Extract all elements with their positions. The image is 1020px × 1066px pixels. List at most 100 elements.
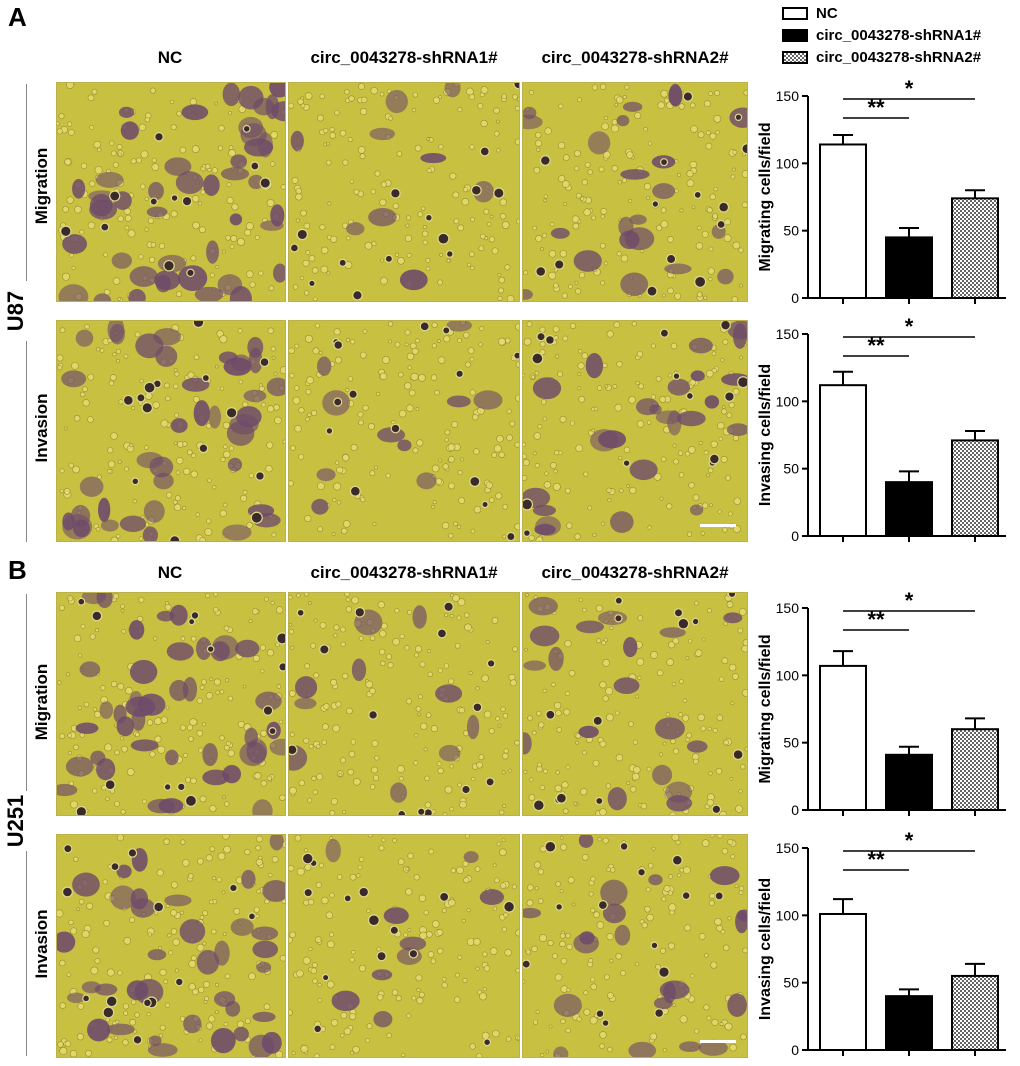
stained-cell [213,991,236,1007]
stained-cell [385,89,408,114]
background-granule [188,983,196,991]
background-granule [661,896,667,902]
background-granule [548,271,557,280]
background-granule [539,349,546,356]
membrane-pore [614,614,623,623]
background-granule [667,373,673,378]
background-granule [641,922,648,929]
background-granule [460,457,465,462]
background-granule [307,601,312,605]
background-granule [334,460,340,465]
background-granule [269,161,276,167]
membrane-pore [682,91,694,102]
background-granule [182,506,187,511]
background-granule [689,102,696,109]
background-granule [353,778,361,786]
membrane-pore [149,197,158,206]
background-granule [369,635,376,641]
background-granule [732,241,741,250]
background-granule [207,478,212,483]
legend-item-shrna2: circ_0043278-shRNA2# [782,46,981,68]
background-granule [454,642,461,649]
background-granule [456,338,462,343]
background-granule [414,652,419,658]
background-granule [631,772,640,781]
background-granule [176,110,182,117]
background-granule [476,1052,483,1057]
background-granule [540,399,547,405]
background-granule [219,689,225,695]
background-granule [536,762,542,768]
background-granule [690,125,698,133]
background-granule [204,163,211,170]
background-granule [219,735,225,741]
background-granule [695,649,703,657]
stained-cell [295,676,318,699]
background-granule [723,944,730,951]
membrane-pore [513,83,519,90]
background-granule [349,873,357,881]
stained-cell [110,885,136,910]
background-granule [626,484,630,488]
background-granule [708,276,713,282]
background-granule [411,108,417,113]
background-granule [611,124,619,133]
membrane-pore [539,155,551,166]
background-granule [96,147,102,153]
membrane-pore [486,659,496,668]
background-granule [696,291,703,298]
stained-cell [613,677,640,694]
background-granule [489,214,494,219]
background-granule [196,857,204,865]
membrane-pore [229,883,238,893]
membrane-pore [637,867,646,877]
background-granule [573,801,578,806]
background-granule [700,531,705,536]
membrane-pore [104,779,116,791]
background-granule [448,456,455,463]
background-granule [712,213,719,219]
background-granule [57,128,63,135]
background-granule [380,660,386,667]
background-granule [396,765,405,773]
stained-cell [193,400,210,427]
background-granule [407,928,412,932]
background-granule [710,961,718,969]
background-granule [423,910,429,916]
stained-cell [727,321,747,340]
background-granule [201,722,207,727]
background-granule [164,1002,171,1008]
background-granule [486,221,492,227]
background-granule [697,713,705,722]
micrograph-u251-invasion-nc [56,834,286,1058]
background-granule [66,196,74,204]
background-granule [531,730,537,736]
stained-cell [106,1023,135,1036]
background-granule [706,1015,712,1021]
background-granule [404,382,412,390]
background-granule [352,1045,360,1054]
background-granule [596,385,603,391]
background-granule [592,532,597,537]
background-granule [203,981,210,988]
background-granule [296,593,301,598]
background-granule [703,1004,710,1011]
stained-cell [435,684,463,703]
background-granule [428,848,435,855]
background-granule [646,913,654,922]
background-granule [289,786,297,795]
y-axis-label: Invasing cells/field [757,364,774,506]
background-granule [425,257,431,263]
background-granule [635,380,640,386]
background-granule [477,103,484,109]
background-granule [222,835,230,840]
background-granule [743,89,747,96]
stained-cell [99,701,114,719]
background-granule [345,337,351,342]
background-granule [589,976,596,983]
background-granule [720,929,726,935]
stained-cell [129,659,158,684]
background-granule [271,355,276,360]
background-granule [523,475,528,481]
background-granule [392,637,400,646]
